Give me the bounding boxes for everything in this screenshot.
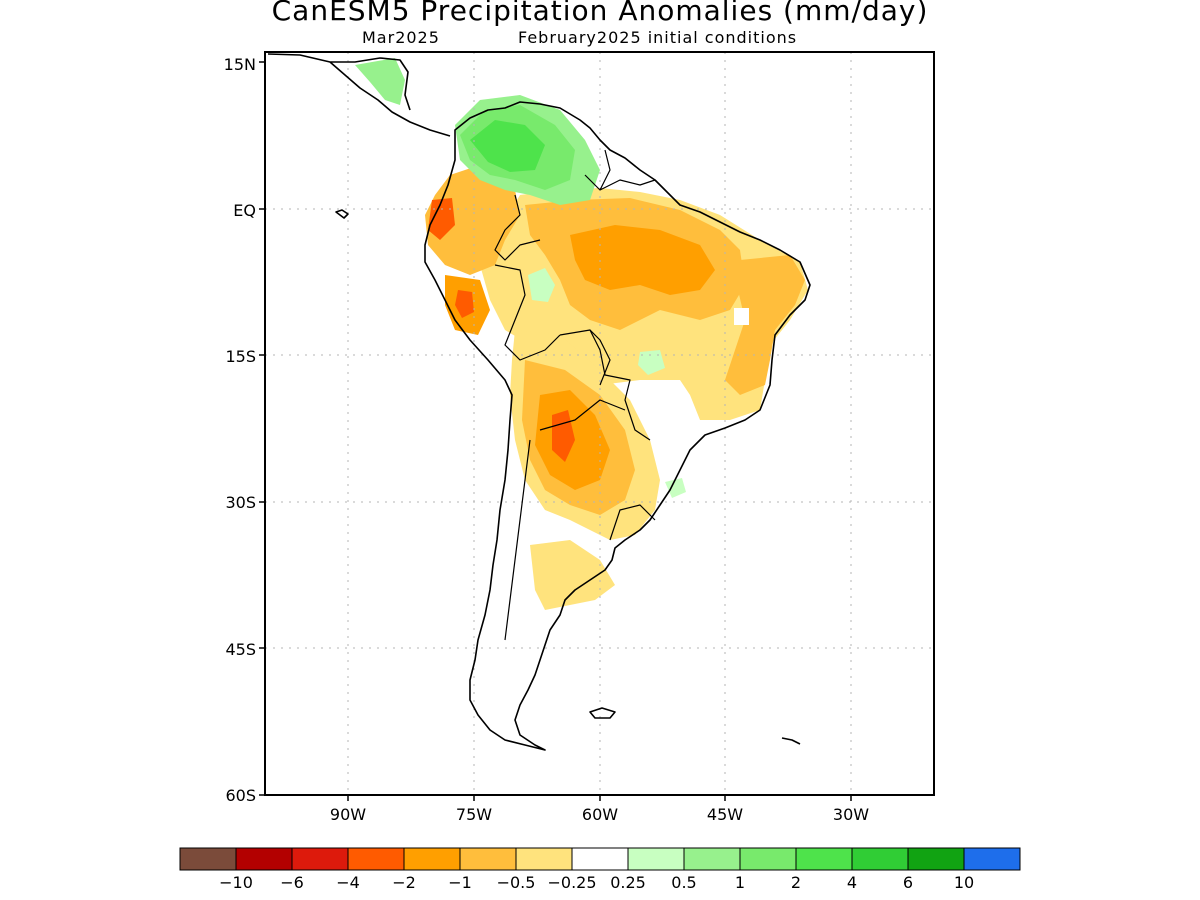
colorbar-swatch: [459, 847, 517, 871]
anomaly-region-south-brazil-wet-spot: [665, 478, 686, 498]
colorbar-swatch: [907, 847, 965, 871]
lon-label-75w: 75W: [456, 805, 492, 824]
initial-conditions-label: February2025 initial conditions: [518, 28, 798, 47]
colorbar: −10 −6 −4 −2 −1 −0.5 −0.25 0.25 0.5 1 2 4 6 10: [179, 847, 1021, 892]
colorbar-swatch: [235, 847, 293, 871]
colorbar-swatch: [403, 847, 461, 871]
colorbar-swatch: [795, 847, 853, 871]
anomaly-region-central-america-wet: [355, 58, 405, 105]
colorbar-swatch: [571, 847, 629, 871]
colorbar-label: −0.25: [547, 873, 596, 892]
galapagos: [335, 209, 349, 219]
anomaly-region-ne-white-gap: [734, 308, 749, 325]
lat-label-eq: EQ: [233, 201, 256, 220]
colorbar-label: 2: [791, 873, 801, 892]
colorbar-label: 6: [903, 873, 913, 892]
colorbar-label: 1: [735, 873, 745, 892]
anomaly-region-patagonia: [530, 540, 615, 610]
anomaly-region-chaco-core: [552, 410, 575, 462]
central-america-coastline: [267, 53, 451, 137]
anomaly-region-venezuela-core: [470, 120, 545, 172]
lon-label-30w: 30W: [833, 805, 869, 824]
lon-label-60w: 60W: [582, 805, 618, 824]
map-title: CanESM5 Precipitation Anomalies (mm/day): [271, 0, 929, 27]
anomaly-region-northeast-brazil: [725, 255, 805, 395]
anomaly-region-amazon-wet-spot: [528, 268, 555, 302]
colorbar-swatch: [963, 847, 1021, 871]
colorbar-swatch: [291, 847, 349, 871]
colorbar-label: 0.25: [610, 873, 646, 892]
lat-label-45s: 45S: [225, 640, 256, 659]
axis-ticks: [259, 61, 852, 801]
colorbar-swatch: [851, 847, 909, 871]
south-america-coastline: [424, 101, 811, 751]
coastlines: [267, 53, 811, 751]
colorbar-label: 0.5: [671, 873, 696, 892]
falkland-islands: [589, 707, 616, 719]
colorbar-label: −6: [280, 873, 304, 892]
andes-country-borders: [494, 194, 656, 641]
brazil-borders: [584, 149, 666, 386]
lat-label-15n: 15N: [224, 55, 256, 74]
colorbar-swatch: [739, 847, 797, 871]
colorbar-label: −1: [448, 873, 472, 892]
colorbar-label: 10: [954, 873, 974, 892]
colorbar-swatch: [179, 847, 237, 871]
colorbar-swatch: [515, 847, 573, 871]
colorbar-label: −0.5: [497, 873, 536, 892]
colorbar-label: −4: [336, 873, 360, 892]
colorbar-label: −10: [219, 873, 253, 892]
colorbar-label: −2: [392, 873, 416, 892]
anomaly-region-peru-core: [455, 290, 474, 318]
anomaly-region-brazil-wet-spot: [638, 350, 665, 375]
colorbar-swatch: [683, 847, 741, 871]
anomaly-region-amazon-deep: [570, 225, 715, 295]
anomaly-shading: [355, 58, 808, 610]
south-georgia: [781, 737, 801, 745]
lat-label-60s: 60S: [225, 786, 256, 805]
colorbar-swatch: [627, 847, 685, 871]
lon-label-90w: 90W: [330, 805, 366, 824]
lat-label-30s: 30S: [225, 493, 256, 512]
lon-label-45w: 45W: [707, 805, 743, 824]
colorbar-swatch: [347, 847, 405, 871]
forecast-month: Mar2025: [362, 28, 440, 47]
colorbar-label: 4: [847, 873, 857, 892]
lat-label-15s: 15S: [225, 347, 256, 366]
